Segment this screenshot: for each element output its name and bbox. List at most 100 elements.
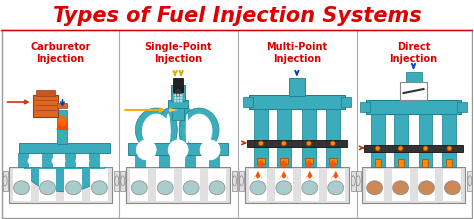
Ellipse shape xyxy=(180,97,182,99)
Ellipse shape xyxy=(351,176,355,186)
Bar xyxy=(326,109,340,167)
Polygon shape xyxy=(329,163,337,167)
Bar xyxy=(13,169,30,201)
Polygon shape xyxy=(253,171,263,181)
Ellipse shape xyxy=(52,156,65,166)
Ellipse shape xyxy=(159,108,177,152)
Bar xyxy=(360,102,370,112)
Bar xyxy=(159,155,169,167)
Ellipse shape xyxy=(75,156,90,166)
Ellipse shape xyxy=(328,181,344,195)
Bar xyxy=(1,30,473,218)
Bar xyxy=(364,145,464,152)
Polygon shape xyxy=(257,163,265,167)
Bar xyxy=(126,167,230,203)
Ellipse shape xyxy=(250,181,266,195)
Ellipse shape xyxy=(233,176,237,186)
Ellipse shape xyxy=(375,146,380,151)
Bar xyxy=(9,167,112,203)
Bar xyxy=(289,78,305,96)
Bar xyxy=(18,153,27,167)
Ellipse shape xyxy=(174,94,176,96)
Text: Direct
Injection: Direct Injection xyxy=(390,42,438,64)
Ellipse shape xyxy=(142,114,170,148)
Bar xyxy=(114,171,119,191)
Bar xyxy=(208,169,226,201)
Bar xyxy=(374,159,381,167)
Ellipse shape xyxy=(135,108,177,152)
Ellipse shape xyxy=(157,181,173,195)
Ellipse shape xyxy=(306,141,311,146)
Bar xyxy=(172,108,184,120)
Bar xyxy=(371,114,384,167)
Ellipse shape xyxy=(179,108,219,152)
Text: Types of Fuel Injection Systems: Types of Fuel Injection Systems xyxy=(53,6,421,26)
Ellipse shape xyxy=(39,181,55,195)
Ellipse shape xyxy=(65,181,82,195)
Ellipse shape xyxy=(179,108,195,152)
Ellipse shape xyxy=(186,114,188,148)
Bar xyxy=(182,169,200,201)
Bar xyxy=(156,169,174,201)
Ellipse shape xyxy=(47,152,70,168)
Ellipse shape xyxy=(177,100,179,102)
Ellipse shape xyxy=(25,142,104,192)
Bar xyxy=(327,169,345,201)
Bar xyxy=(120,171,125,191)
Bar xyxy=(249,95,345,109)
Bar xyxy=(254,109,268,167)
Ellipse shape xyxy=(166,114,170,148)
Ellipse shape xyxy=(168,140,188,160)
Polygon shape xyxy=(305,160,313,164)
Bar xyxy=(18,143,110,153)
Ellipse shape xyxy=(58,116,66,126)
Bar xyxy=(392,169,410,201)
Ellipse shape xyxy=(186,114,212,148)
Bar xyxy=(64,169,82,201)
Bar xyxy=(422,159,428,167)
Bar xyxy=(168,100,188,108)
Bar xyxy=(393,114,408,167)
Ellipse shape xyxy=(367,181,383,195)
Bar xyxy=(36,90,55,96)
Ellipse shape xyxy=(131,181,147,195)
Bar xyxy=(444,169,461,201)
Bar xyxy=(33,95,58,117)
Ellipse shape xyxy=(115,176,119,186)
Bar xyxy=(305,158,313,164)
Bar xyxy=(447,159,452,167)
Bar xyxy=(173,78,183,92)
Polygon shape xyxy=(305,171,315,181)
Polygon shape xyxy=(169,108,178,112)
Ellipse shape xyxy=(423,146,428,151)
Ellipse shape xyxy=(398,146,403,151)
Ellipse shape xyxy=(177,94,179,96)
Ellipse shape xyxy=(200,140,220,160)
Polygon shape xyxy=(279,171,289,181)
Polygon shape xyxy=(329,160,337,164)
Bar xyxy=(42,153,52,167)
Bar xyxy=(247,140,346,147)
Bar xyxy=(135,155,145,167)
Bar xyxy=(277,109,291,167)
Ellipse shape xyxy=(356,176,360,186)
Text: Carburetor
Injection: Carburetor Injection xyxy=(30,42,91,64)
Ellipse shape xyxy=(445,181,460,195)
Bar xyxy=(90,153,100,167)
Ellipse shape xyxy=(72,152,93,168)
Ellipse shape xyxy=(174,100,176,102)
Text: Single-Point
Injection: Single-Point Injection xyxy=(145,42,212,64)
Bar xyxy=(302,109,316,167)
Bar xyxy=(232,171,237,191)
Bar xyxy=(365,169,383,201)
Bar xyxy=(57,110,67,144)
Bar xyxy=(400,82,428,100)
Bar xyxy=(239,171,244,191)
Bar xyxy=(57,103,67,108)
Bar xyxy=(341,97,351,107)
Ellipse shape xyxy=(282,141,286,146)
Ellipse shape xyxy=(330,141,335,146)
Polygon shape xyxy=(257,160,265,164)
Ellipse shape xyxy=(3,176,7,186)
Ellipse shape xyxy=(121,176,125,186)
